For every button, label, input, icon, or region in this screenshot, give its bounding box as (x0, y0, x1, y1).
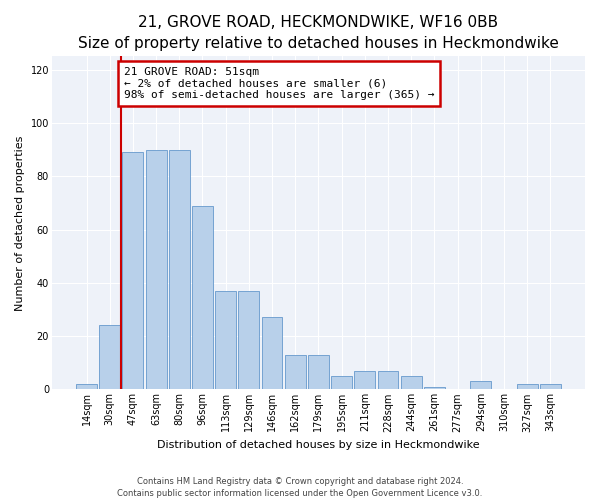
Bar (238, 291, 259, 390)
Bar (470, 382, 491, 390)
Bar (308, 355, 329, 390)
X-axis label: Distribution of detached houses by size in Heckmondwike: Distribution of detached houses by size … (157, 440, 480, 450)
Text: 21 GROVE ROAD: 51sqm
← 2% of detached houses are smaller (6)
98% of semi-detache: 21 GROVE ROAD: 51sqm ← 2% of detached ho… (124, 67, 434, 100)
Text: Contains HM Land Registry data © Crown copyright and database right 2024.
Contai: Contains HM Land Registry data © Crown c… (118, 476, 482, 498)
Bar (285, 355, 305, 390)
Bar (401, 376, 422, 390)
Bar (76, 384, 97, 390)
Bar (262, 318, 283, 390)
Bar (99, 326, 120, 390)
Bar (540, 384, 561, 390)
Y-axis label: Number of detached properties: Number of detached properties (15, 135, 25, 310)
Bar (146, 150, 167, 390)
Bar (377, 370, 398, 390)
Bar (331, 376, 352, 390)
Bar (215, 291, 236, 390)
Bar (192, 206, 213, 390)
Bar (517, 384, 538, 390)
Title: 21, GROVE ROAD, HECKMONDWIKE, WF16 0BB
Size of property relative to detached hou: 21, GROVE ROAD, HECKMONDWIKE, WF16 0BB S… (78, 15, 559, 51)
Bar (122, 152, 143, 390)
Bar (169, 150, 190, 390)
Bar (355, 370, 375, 390)
Bar (424, 386, 445, 390)
